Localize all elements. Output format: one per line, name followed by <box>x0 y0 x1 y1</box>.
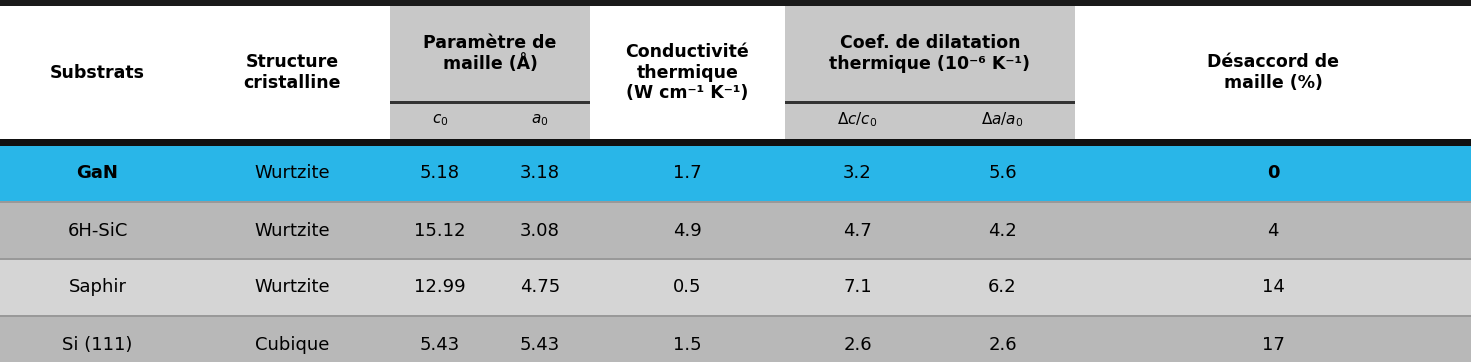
Text: 4.2: 4.2 <box>989 222 1016 240</box>
Text: 14: 14 <box>1262 278 1284 296</box>
Text: 5.43: 5.43 <box>419 336 460 354</box>
Bar <box>0 258 1471 260</box>
Bar <box>0 201 1471 203</box>
Text: $\mathit{a_0}$: $\mathit{a_0}$ <box>531 112 549 128</box>
Text: 7.1: 7.1 <box>843 278 872 296</box>
Bar <box>390 6 590 139</box>
Text: 6.2: 6.2 <box>989 278 1016 296</box>
Text: 3.18: 3.18 <box>521 164 560 182</box>
Text: 3.08: 3.08 <box>521 222 560 240</box>
Text: Désaccord de
maille (%): Désaccord de maille (%) <box>1208 53 1339 92</box>
Text: 1.7: 1.7 <box>674 164 702 182</box>
Text: 4: 4 <box>1267 222 1278 240</box>
Text: Saphir: Saphir <box>69 278 127 296</box>
Bar <box>0 315 1471 317</box>
Bar <box>786 101 1075 104</box>
Text: 2.6: 2.6 <box>843 336 872 354</box>
Bar <box>0 139 1471 146</box>
Text: 5.6: 5.6 <box>989 164 1016 182</box>
Text: 3.2: 3.2 <box>843 164 872 182</box>
Text: $\mathit{\Delta c/c_0}$: $\mathit{\Delta c/c_0}$ <box>837 111 878 129</box>
Text: 2.6: 2.6 <box>989 336 1016 354</box>
Text: $\mathit{c_0}$: $\mathit{c_0}$ <box>432 112 449 128</box>
Bar <box>0 0 1471 6</box>
Text: Paramètre de
maille (Å): Paramètre de maille (Å) <box>424 34 556 73</box>
Bar <box>0 6 1471 139</box>
Bar <box>0 146 1471 201</box>
Text: Substrats: Substrats <box>50 63 146 81</box>
Text: 12.99: 12.99 <box>415 278 466 296</box>
Text: 15.12: 15.12 <box>415 222 466 240</box>
Text: GaN: GaN <box>76 164 119 182</box>
Text: 0.5: 0.5 <box>674 278 702 296</box>
Text: Coef. de dilatation
thermique (10⁻⁶ K⁻¹): Coef. de dilatation thermique (10⁻⁶ K⁻¹) <box>830 34 1031 73</box>
Text: 5.43: 5.43 <box>519 336 560 354</box>
Text: 4.75: 4.75 <box>519 278 560 296</box>
Text: Wurtzite: Wurtzite <box>254 164 331 182</box>
Text: Conductivité
thermique
(W cm⁻¹ K⁻¹): Conductivité thermique (W cm⁻¹ K⁻¹) <box>625 43 749 102</box>
Text: 1.5: 1.5 <box>674 336 702 354</box>
Text: 6H-SiC: 6H-SiC <box>68 222 128 240</box>
Text: 0: 0 <box>1267 164 1280 182</box>
Bar <box>0 260 1471 315</box>
Bar <box>0 203 1471 258</box>
Text: $\mathit{\Delta a/a_0}$: $\mathit{\Delta a/a_0}$ <box>981 111 1024 129</box>
Text: Si (111): Si (111) <box>62 336 132 354</box>
Text: Structure
cristalline: Structure cristalline <box>244 53 341 92</box>
Bar <box>390 101 590 104</box>
Text: Wurtzite: Wurtzite <box>254 222 331 240</box>
Bar <box>786 6 1075 139</box>
Text: Cubique: Cubique <box>256 336 330 354</box>
Text: 4.7: 4.7 <box>843 222 872 240</box>
Bar <box>0 317 1471 362</box>
Text: 4.9: 4.9 <box>674 222 702 240</box>
Text: 17: 17 <box>1262 336 1284 354</box>
Text: Wurtzite: Wurtzite <box>254 278 331 296</box>
Text: 5.18: 5.18 <box>421 164 460 182</box>
